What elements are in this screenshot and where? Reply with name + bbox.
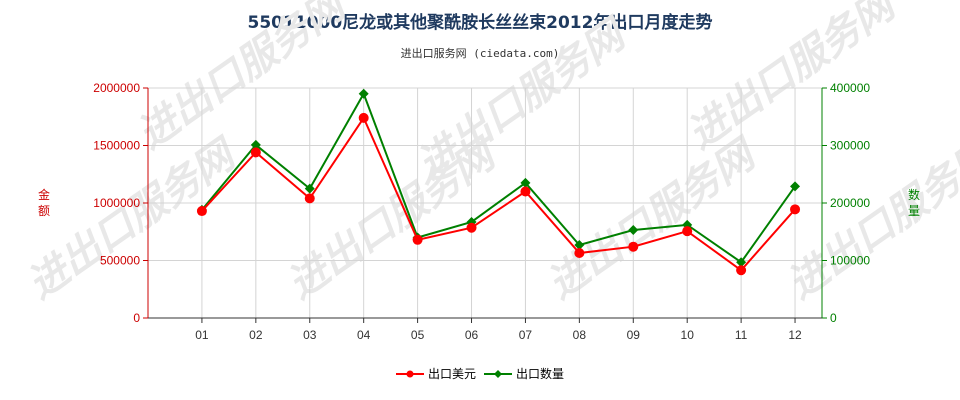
watermark-text: 进出口服务网 xyxy=(779,129,960,308)
watermark-text: 进出口服务网 xyxy=(409,9,637,188)
y-right-axis-label: 数量 xyxy=(908,187,920,218)
y-right-axis-label-char: 数 xyxy=(908,187,920,202)
y-right-tick-label: 100000 xyxy=(830,254,870,268)
x-tick-label: 01 xyxy=(195,328,209,342)
series-line-export-usd xyxy=(201,115,796,272)
data-point-export-quantity xyxy=(736,257,747,268)
y-right-tick-label: 200000 xyxy=(830,196,870,210)
x-tick-label: 02 xyxy=(249,328,263,342)
y-left-axis-label-char: 额 xyxy=(38,204,50,218)
y-right-tick-label: 300000 xyxy=(830,139,870,153)
data-point-export-usd xyxy=(628,241,639,252)
legend-marker-diamond xyxy=(494,370,502,378)
watermark-text: 进出口服务网 xyxy=(19,129,247,308)
data-point-export-usd xyxy=(466,222,477,233)
data-point-export-usd xyxy=(412,234,423,245)
data-point-export-quantity xyxy=(520,177,531,188)
chart-subtitle: 进出口服务网 (ciedata.com) xyxy=(400,47,560,60)
watermark-text: 进出口服务网 xyxy=(539,129,767,308)
watermark-text: 进出口服务网 xyxy=(129,0,357,158)
watermark-text: 进出口服务网 xyxy=(679,0,907,158)
data-point-export-quantity xyxy=(304,183,315,194)
data-point-export-usd xyxy=(682,226,693,237)
data-point-export-quantity xyxy=(628,225,639,236)
x-tick-label: 09 xyxy=(627,328,641,342)
data-point-export-usd xyxy=(520,186,531,197)
x-tick-label: 05 xyxy=(411,328,425,342)
data-point-export-usd xyxy=(250,147,261,158)
x-tick-label: 12 xyxy=(788,328,802,342)
data-point-export-usd xyxy=(736,265,747,276)
legend-label: 出口美元 xyxy=(428,367,476,381)
y-right-axis-label-char: 量 xyxy=(908,204,920,218)
y-left-tick-label: 2000000 xyxy=(93,81,140,95)
series-layer xyxy=(196,88,801,276)
data-point-export-usd xyxy=(304,193,315,204)
axes: 0 0 500000 100000 1000000 200000 1500000 300000… xyxy=(38,81,920,342)
y-left-tick-label: 500000 xyxy=(100,254,140,268)
data-point-export-usd xyxy=(574,248,585,259)
legend-label: 出口数量 xyxy=(516,366,564,381)
data-point-export-quantity xyxy=(250,139,261,150)
data-point-export-quantity xyxy=(790,181,801,192)
y-left-tick-label: 1500000 xyxy=(93,139,140,153)
data-point-export-usd xyxy=(358,112,369,123)
y-left-tick-label: 0 xyxy=(133,311,140,325)
y-left-axis-label-char: 金 xyxy=(38,187,50,202)
x-tick-label: 04 xyxy=(357,328,371,342)
data-point-export-quantity xyxy=(574,239,585,250)
legend: 出口美元 出口数量 xyxy=(396,366,564,381)
chart-title: 55011000尼龙或其他聚酰胺长丝丝束2012年出口月度走势 xyxy=(247,13,713,33)
data-point-export-usd xyxy=(790,204,801,215)
x-tick-label: 10 xyxy=(681,328,695,342)
x-tick-label: 07 xyxy=(519,328,533,342)
legend-marker-circle xyxy=(406,370,414,378)
x-tick-label: 08 xyxy=(573,328,587,342)
x-tick-label: 06 xyxy=(465,328,479,342)
x-tick-label: 03 xyxy=(303,328,317,342)
y-left-tick-label: 1000000 xyxy=(93,196,140,210)
y-right-tick-label: 400000 xyxy=(830,81,870,95)
x-tick-label: 11 xyxy=(735,328,748,342)
y-left-axis-label: 金额 xyxy=(38,187,50,218)
data-point-export-quantity xyxy=(358,88,369,99)
series-line-export-quantity xyxy=(201,91,796,264)
data-point-export-usd xyxy=(196,206,207,217)
y-right-tick-label: 0 xyxy=(830,311,837,325)
